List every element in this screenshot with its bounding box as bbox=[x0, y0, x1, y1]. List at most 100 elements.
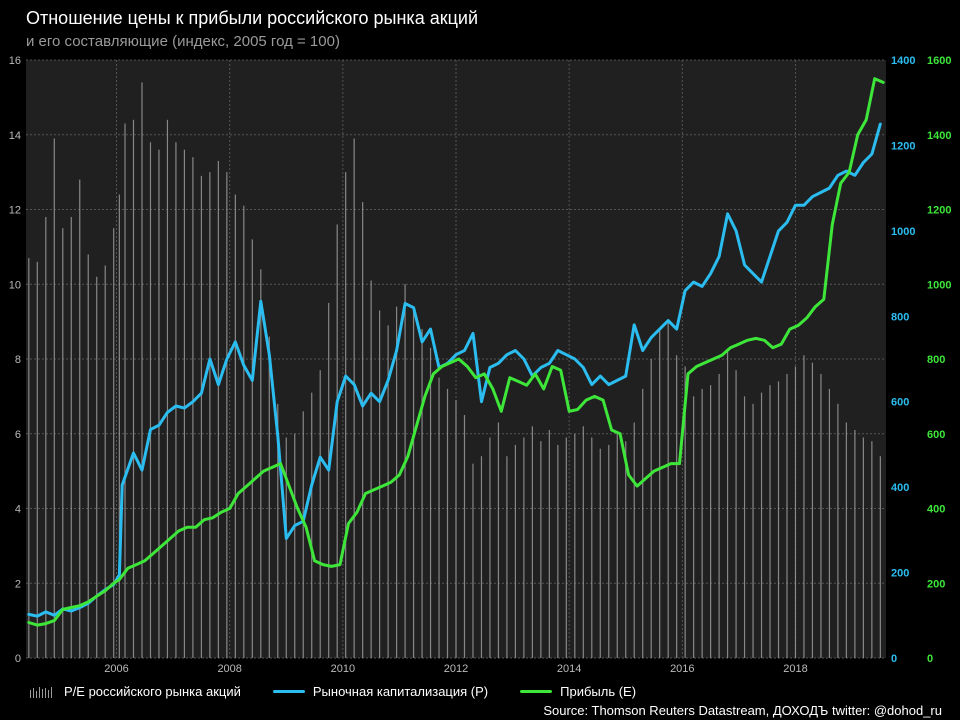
pe-bar bbox=[828, 388, 831, 658]
y-left-tick-label: 10 bbox=[9, 279, 21, 291]
pe-bar bbox=[132, 119, 135, 659]
pe-bar bbox=[633, 422, 635, 658]
x-tick-label: 2016 bbox=[670, 663, 694, 675]
pe-bar bbox=[362, 202, 364, 658]
y-right-price-tick-label: 800 bbox=[891, 311, 909, 323]
y-right-earnings-tick-label: 200 bbox=[927, 578, 945, 590]
y-right-price-tick-label: 0 bbox=[891, 653, 897, 665]
pe-bar bbox=[336, 224, 338, 658]
x-tick-label: 2012 bbox=[444, 663, 468, 675]
y-right-earnings-tick-label: 1600 bbox=[927, 55, 951, 67]
pe-bar bbox=[62, 228, 64, 658]
pe-bar bbox=[718, 373, 720, 658]
pe-bar bbox=[113, 228, 115, 658]
pe-bar bbox=[599, 448, 601, 658]
pe-bar bbox=[226, 172, 228, 658]
y-right-earnings-tick-label: 0 bbox=[927, 653, 933, 665]
pe-bar bbox=[302, 411, 304, 658]
pe-bar bbox=[455, 400, 457, 658]
pe-bar bbox=[514, 444, 517, 658]
pe-bar bbox=[642, 388, 644, 658]
pe-bar bbox=[285, 437, 287, 658]
pe-bar bbox=[200, 175, 202, 659]
pe-bar bbox=[659, 329, 661, 658]
pe-bar bbox=[574, 433, 576, 658]
pe-bar bbox=[96, 276, 98, 658]
pe-bar bbox=[345, 172, 347, 658]
pe-bar bbox=[45, 216, 47, 658]
y-left-tick-label: 16 bbox=[9, 55, 21, 67]
pe-bar bbox=[667, 321, 669, 658]
pe-bar bbox=[175, 142, 177, 659]
pe-bar bbox=[294, 433, 296, 658]
pe-bar bbox=[28, 258, 30, 658]
pe-bar bbox=[268, 336, 270, 658]
pe-bar bbox=[676, 355, 678, 658]
pe-bar bbox=[421, 329, 423, 658]
pe-bar bbox=[243, 205, 245, 658]
pe-bar bbox=[217, 160, 219, 658]
y-right-earnings-tick-label: 1200 bbox=[927, 205, 951, 217]
pe-bar bbox=[489, 437, 491, 658]
pe-bar bbox=[879, 456, 881, 658]
pe-bar bbox=[319, 370, 321, 658]
pe-bar bbox=[209, 172, 211, 658]
legend-item-earnings: Прибыль (E) bbox=[520, 684, 636, 699]
y-right-earnings-tick-label: 600 bbox=[927, 429, 945, 441]
pe-bar bbox=[36, 261, 38, 658]
pe-bar bbox=[693, 396, 695, 658]
y-right-earnings-tick-label: 800 bbox=[927, 354, 945, 366]
pe-bar bbox=[726, 351, 729, 658]
pe-bar bbox=[166, 119, 169, 659]
chart-title: Отношение цены к прибыли российского рын… bbox=[26, 8, 479, 28]
chart-subtitle: и его составляющие (индекс, 2005 год = 1… bbox=[26, 33, 340, 50]
legend-item-price: Рыночная капитализация (P) bbox=[272, 684, 489, 699]
legend: P/E российского рынка акций Рыночная кап… bbox=[30, 684, 668, 699]
pe-bar bbox=[118, 194, 120, 659]
pe-bar bbox=[769, 385, 771, 658]
pe-bar bbox=[87, 254, 89, 658]
pe-bar bbox=[777, 381, 780, 658]
pe-bar bbox=[608, 444, 610, 658]
pe-bar bbox=[540, 441, 542, 658]
pe-bar bbox=[820, 373, 822, 658]
pe-bar bbox=[531, 426, 533, 658]
pe-bar bbox=[811, 362, 814, 658]
pe-bar bbox=[497, 422, 500, 658]
pe-bar bbox=[328, 302, 330, 658]
y-left-tick-label: 8 bbox=[15, 354, 21, 366]
y-left-tick-label: 6 bbox=[15, 429, 21, 441]
x-tick-label: 2014 bbox=[557, 663, 581, 675]
pe-bar bbox=[370, 280, 372, 658]
pe-bar bbox=[149, 142, 152, 659]
pe-bar bbox=[616, 433, 618, 658]
pe-bar bbox=[735, 370, 737, 658]
legend-label-price: Рыночная капитализация (P) bbox=[312, 684, 489, 699]
x-tick-label: 2006 bbox=[104, 663, 128, 675]
pe-bar bbox=[311, 392, 313, 658]
pe-bar bbox=[192, 157, 194, 659]
legend-item-pe: P/E российского рынка акций bbox=[30, 684, 241, 699]
pe-bar bbox=[837, 403, 839, 658]
earnings-line bbox=[27, 77, 885, 627]
pe-bar bbox=[251, 239, 253, 658]
x-tick-label: 2010 bbox=[331, 663, 355, 675]
pe-bar bbox=[845, 422, 847, 658]
pe-bar bbox=[523, 437, 525, 658]
pe-bar bbox=[277, 403, 279, 658]
pe-bar bbox=[743, 396, 746, 658]
y-right-price-tick-label: 200 bbox=[891, 568, 909, 580]
legend-bars-swatch bbox=[30, 686, 56, 698]
pe-bar bbox=[463, 415, 466, 658]
pe-bar bbox=[472, 463, 474, 658]
legend-swatch-earnings bbox=[520, 690, 553, 693]
pe-bars bbox=[28, 82, 881, 659]
pe-bar bbox=[854, 430, 856, 658]
y-left-tick-label: 12 bbox=[9, 205, 21, 217]
pe-bar bbox=[124, 123, 126, 659]
pe-bar bbox=[234, 194, 236, 659]
y-right-price-tick-label: 1200 bbox=[891, 140, 915, 152]
pe-bar bbox=[70, 216, 72, 658]
pe-bar bbox=[412, 310, 415, 658]
